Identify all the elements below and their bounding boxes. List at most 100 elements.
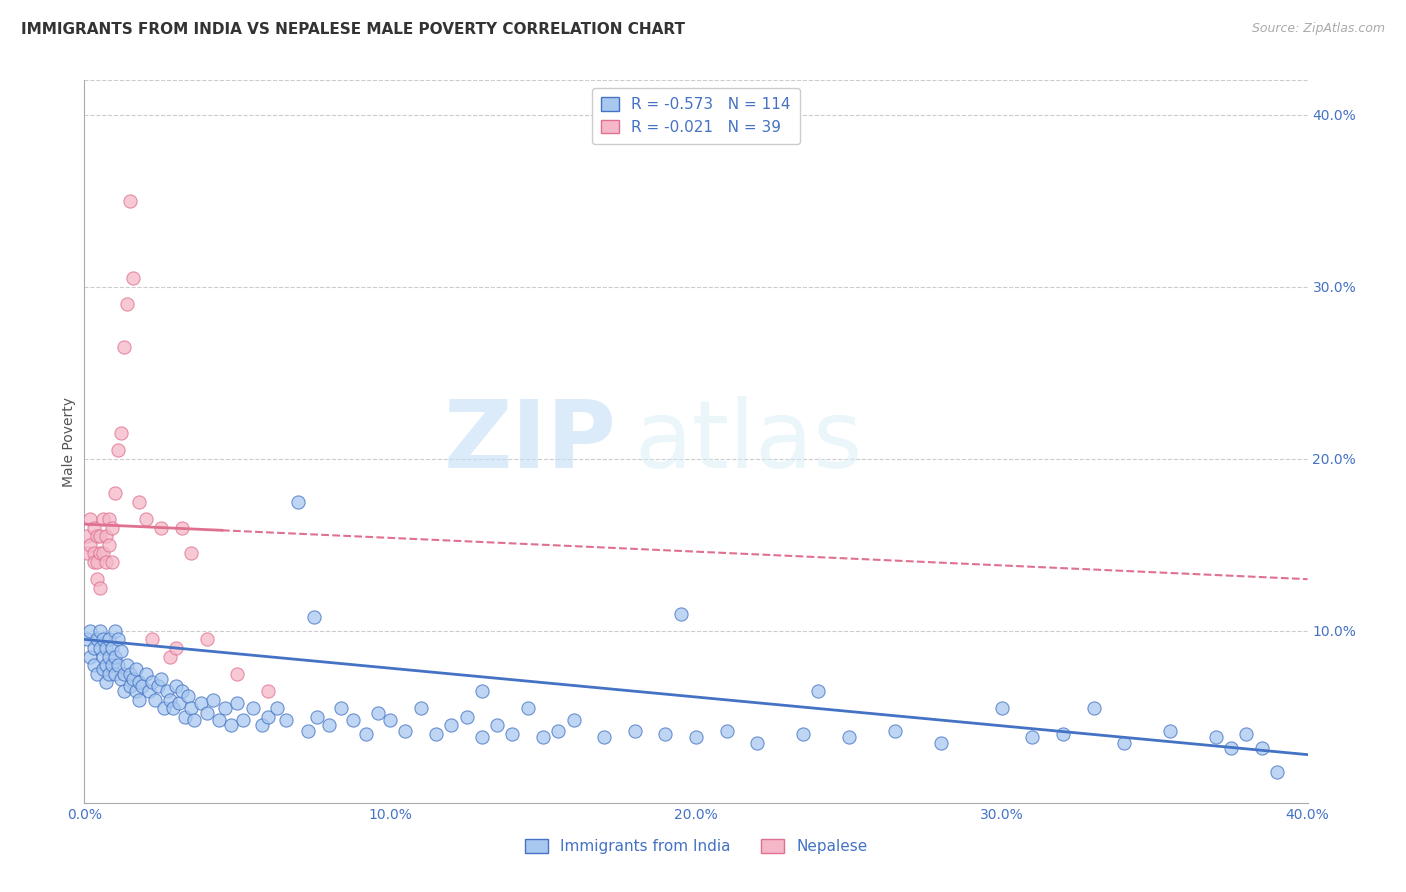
Point [669, 607, 692, 621]
Point [107, 658, 129, 673]
Point [128, 675, 150, 690]
Point [79, 512, 101, 526]
Text: atlas: atlas [636, 395, 863, 488]
Point [94, 658, 117, 673]
Point [101, 658, 124, 673]
Point [807, 684, 830, 698]
Point [89, 546, 111, 560]
Point [342, 713, 364, 727]
Point [624, 723, 647, 738]
Point [380, 713, 402, 727]
Point [112, 666, 135, 681]
Point [276, 713, 298, 727]
Point [91, 512, 114, 526]
Point [297, 723, 319, 738]
Point [104, 624, 127, 638]
Point [138, 684, 160, 698]
Legend: Immigrants from India, Nepalese: Immigrants from India, Nepalese [519, 833, 873, 860]
Point [165, 640, 187, 655]
Point [1083, 701, 1105, 715]
Point [219, 718, 242, 732]
Point [86, 529, 108, 543]
Point [76, 529, 98, 543]
Point [91, 662, 114, 676]
Point [91, 649, 114, 664]
Point [89, 581, 111, 595]
Point [257, 684, 280, 698]
Point [287, 494, 309, 508]
Point [112, 340, 135, 354]
Point [516, 701, 538, 715]
Point [201, 692, 224, 706]
Point [141, 632, 163, 647]
Point [115, 297, 138, 311]
Point [86, 572, 108, 586]
Point [149, 520, 172, 534]
Point [79, 624, 101, 638]
Point [167, 696, 190, 710]
Point [250, 718, 273, 732]
Point [101, 640, 124, 655]
Point [83, 640, 105, 655]
Point [122, 271, 145, 285]
Point [83, 658, 105, 673]
Point [172, 684, 194, 698]
Point [425, 727, 447, 741]
Point [125, 684, 148, 698]
Point [838, 731, 860, 745]
Point [110, 644, 132, 658]
Point [883, 723, 905, 738]
Point [120, 194, 142, 208]
Point [471, 731, 494, 745]
Point [112, 684, 135, 698]
Point [83, 546, 105, 560]
Point [135, 512, 157, 526]
Point [128, 692, 150, 706]
Point [531, 731, 554, 745]
Point [94, 675, 117, 690]
Point [159, 692, 181, 706]
Point [190, 696, 212, 710]
Point [685, 731, 707, 745]
Point [94, 640, 117, 655]
Point [101, 520, 124, 534]
Point [97, 666, 120, 681]
Point [97, 512, 120, 526]
Point [156, 684, 179, 698]
Point [195, 632, 218, 647]
Point [409, 701, 432, 715]
Point [83, 555, 105, 569]
Point [1021, 731, 1043, 745]
Point [1250, 740, 1272, 755]
Point [991, 701, 1014, 715]
Point [131, 679, 153, 693]
Point [104, 649, 127, 664]
Point [354, 727, 377, 741]
Point [180, 546, 202, 560]
Point [89, 529, 111, 543]
Point [107, 632, 129, 647]
Point [143, 692, 166, 706]
Point [318, 718, 340, 732]
Point [792, 727, 814, 741]
Point [115, 658, 138, 673]
Point [1159, 723, 1181, 738]
Point [471, 684, 494, 698]
Point [162, 701, 184, 715]
Point [654, 727, 676, 741]
Point [104, 666, 127, 681]
Point [226, 696, 249, 710]
Y-axis label: Male Poverty: Male Poverty [62, 397, 76, 486]
Point [208, 713, 231, 727]
Point [110, 425, 132, 440]
Point [146, 679, 169, 693]
Point [747, 735, 769, 749]
Point [716, 723, 738, 738]
Point [110, 672, 132, 686]
Point [79, 649, 101, 664]
Point [125, 662, 148, 676]
Point [91, 632, 114, 647]
Point [302, 610, 325, 624]
Point [86, 632, 108, 647]
Point [456, 710, 478, 724]
